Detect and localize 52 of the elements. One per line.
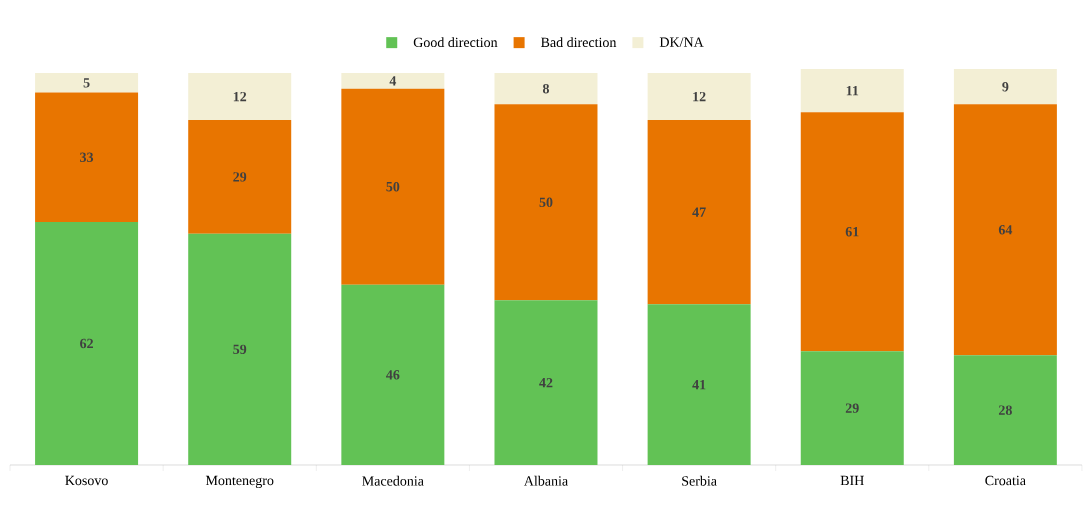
data-label: 50 (539, 197, 553, 208)
data-label: 4 (389, 76, 397, 86)
data-label: 29 (233, 172, 247, 182)
data-label: 33 (80, 152, 94, 162)
bar (953, 104, 1057, 356)
legend-label: DK/NA (659, 37, 704, 47)
bar (800, 69, 904, 113)
data-label: 28 (998, 405, 1012, 415)
data-label: 50 (386, 181, 400, 192)
x-tick-label: Macedonia (362, 475, 424, 486)
x-tick-label: Serbia (682, 475, 717, 486)
data-label: 12 (233, 91, 247, 102)
bar (800, 351, 904, 465)
bar (35, 92, 139, 222)
x-tick-label: Croatia (985, 475, 1026, 486)
bar (188, 233, 292, 465)
data-label: 12 (693, 91, 706, 102)
bar (953, 69, 1057, 105)
bar (494, 300, 598, 465)
bar (341, 284, 445, 465)
x-tick-label: Albania (523, 475, 568, 486)
x-tick-label: Montenegro (205, 475, 274, 489)
bar (647, 120, 751, 305)
bar (188, 120, 292, 234)
bar (494, 104, 598, 301)
bar (341, 72, 445, 89)
data-label: 41 (692, 379, 706, 390)
bar (800, 112, 904, 352)
data-label: 5 (83, 78, 90, 88)
bar (35, 72, 139, 93)
data-label: 8 (542, 83, 550, 94)
bar (188, 72, 292, 121)
bar (35, 221, 139, 465)
x-tick-label: Kosovo (65, 475, 108, 486)
bar (341, 88, 445, 285)
x-tick-label: BIH (840, 475, 864, 486)
data-label: 29 (845, 403, 859, 413)
bar (953, 355, 1057, 465)
data-label: 61 (845, 227, 859, 237)
data-label: 62 (80, 338, 93, 349)
data-label: 64 (998, 225, 1013, 235)
data-label: 11 (846, 86, 859, 96)
data-label: 42 (539, 378, 553, 388)
data-label: 9 (1002, 82, 1009, 92)
legend-label: Good direction (413, 37, 498, 48)
data-label: 46 (386, 370, 400, 380)
bar (647, 72, 751, 121)
bar (494, 72, 598, 105)
data-label: 47 (692, 207, 706, 217)
data-label: 59 (233, 344, 247, 355)
bar (647, 304, 751, 465)
legend-label: Bad direction (541, 37, 617, 48)
